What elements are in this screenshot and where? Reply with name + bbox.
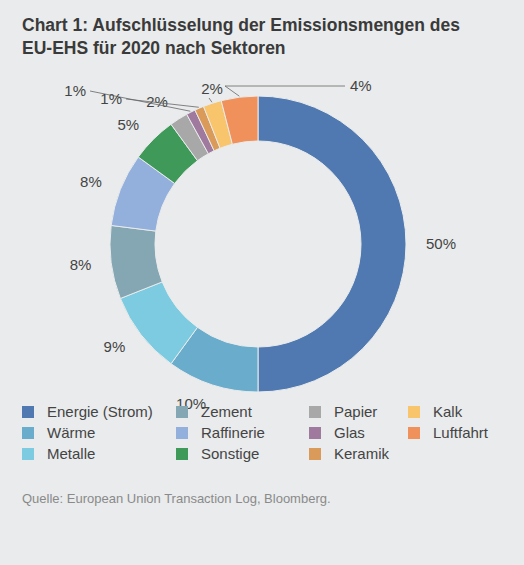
legend-swatch bbox=[176, 406, 188, 418]
legend-label: Wärme bbox=[47, 424, 95, 441]
legend-label: Papier bbox=[334, 403, 377, 420]
leader-line bbox=[126, 99, 199, 107]
slice bbox=[221, 96, 258, 144]
data-label: 8% bbox=[70, 256, 92, 273]
legend-swatch bbox=[22, 427, 34, 439]
legend-swatch bbox=[22, 406, 34, 418]
legend-label: Kalk bbox=[433, 403, 463, 420]
data-label: 50% bbox=[426, 235, 456, 252]
chart-canvas: 50%10%9%8%8%5%2%1%1%2%4%Energie (Strom)W… bbox=[0, 0, 524, 565]
leader-line bbox=[90, 91, 190, 111]
legend-swatch bbox=[408, 406, 420, 418]
slices bbox=[110, 96, 406, 392]
legend-label: Energie (Strom) bbox=[47, 403, 153, 420]
data-label: 9% bbox=[104, 338, 126, 355]
legend-swatch bbox=[176, 427, 188, 439]
legend-label: Keramik bbox=[334, 445, 390, 462]
legend-label: Metalle bbox=[47, 445, 95, 462]
leader-line bbox=[225, 86, 345, 96]
legend-swatch bbox=[22, 448, 34, 460]
legend-swatch bbox=[408, 427, 420, 439]
slice bbox=[110, 225, 162, 298]
data-labels: 50%10%9%8%8%5%2%1%1%2%4% bbox=[64, 77, 456, 412]
source-note: Quelle: European Union Transaction Log, … bbox=[22, 491, 331, 506]
data-label: 5% bbox=[118, 116, 140, 133]
legend-label: Sonstige bbox=[201, 445, 259, 462]
legend-swatch bbox=[176, 448, 188, 460]
legend: Energie (Strom) Wärme Metalle Zement Raffine… bbox=[22, 403, 489, 462]
leader-line bbox=[209, 98, 212, 102]
data-label: 4% bbox=[350, 77, 372, 94]
data-label: 1% bbox=[64, 82, 86, 99]
data-label: 1% bbox=[100, 90, 122, 107]
legend-swatch bbox=[309, 406, 321, 418]
legend-label: Zement bbox=[201, 403, 253, 420]
data-label: 8% bbox=[80, 173, 102, 190]
legend-label: Luftfahrt bbox=[433, 424, 489, 441]
legend-swatch bbox=[309, 448, 321, 460]
legend-label: Glas bbox=[334, 424, 365, 441]
slice bbox=[258, 96, 406, 392]
data-label: 2% bbox=[201, 80, 223, 97]
chart-title: Chart 1: Aufschlüsselung der Emissionsme… bbox=[22, 14, 462, 60]
legend-swatch bbox=[309, 427, 321, 439]
legend-label: Raffinerie bbox=[201, 424, 265, 441]
